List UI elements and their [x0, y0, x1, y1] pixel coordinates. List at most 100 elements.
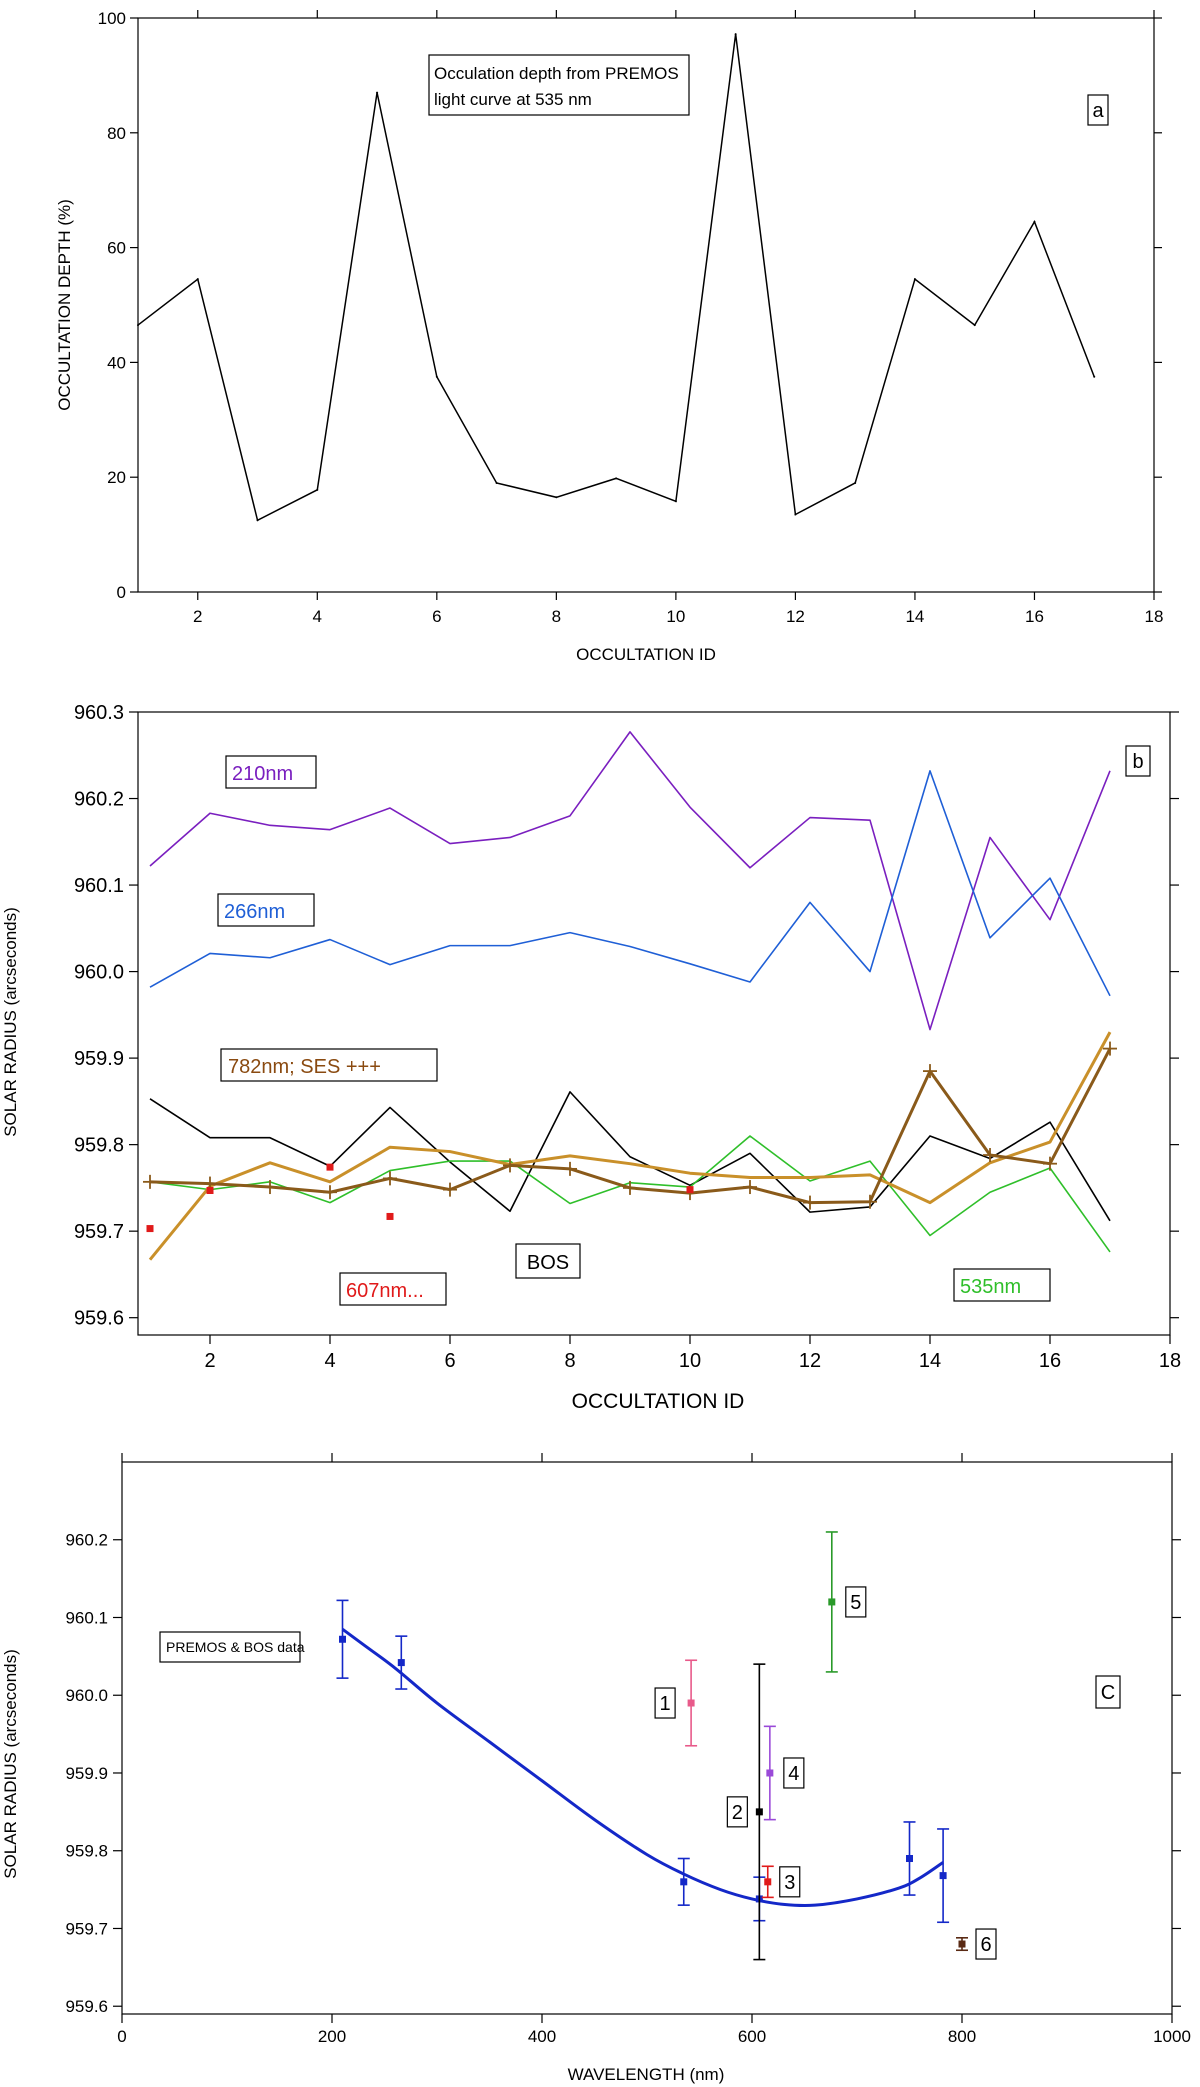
panel-c-labeled-point-1-label: 1 [660, 1693, 671, 1715]
panel-c-x-tick-label-4: 800 [948, 2027, 976, 2046]
panel-b-label-607nm-box [339, 1272, 447, 1306]
panel-c-y-tick-label-6: 960.2 [65, 1531, 108, 1550]
panel-b-label-266nm-box [217, 893, 315, 927]
panel-b-y-tick-label-3: 959.9 [74, 1048, 124, 1070]
panel-b-label-782nm-box [220, 1048, 438, 1082]
panel-a-point-13 [854, 481, 857, 484]
panel-b-607nm-point-2 [206, 1186, 214, 1194]
panel-a-point-4 [316, 488, 319, 491]
panel-b-x-tick-label-4: 10 [679, 1350, 701, 1372]
panel-c-y-tick-label-0: 959.6 [65, 1997, 108, 2016]
panel-a-point-2 [196, 278, 199, 281]
panel-c-y-tick-label-5: 960.1 [65, 1608, 108, 1627]
panel-a-y-tick-label-1: 20 [107, 468, 126, 487]
panel-c-labeled-point-4-marker [766, 1769, 774, 1777]
panel-b-label-607nm: 607nm... [339, 1272, 447, 1306]
panel-c-annotation: PREMOS & BOS data [159, 1631, 305, 1663]
panel-b-x-ticks: 2 4 6 8 10 12 14 16 18 [204, 1335, 1181, 1372]
panel-a-x-tick-label-6: 14 [905, 607, 924, 626]
panel-a-annotation-line-2: light curve at 535 nm [434, 90, 592, 109]
panel-b-label: b [1125, 745, 1151, 777]
panel-c-labeled-point-3-label: 3 [784, 1872, 795, 1894]
panel-a-annotation-box [428, 54, 690, 116]
panel-b-label-210nm-box [225, 755, 317, 789]
panel-b-x-tick-label-7: 16 [1039, 1350, 1061, 1372]
panel-b-x-tick-label-8: 18 [1159, 1350, 1181, 1372]
panel-a-point-14 [913, 278, 916, 281]
panel-c-x-ticks: 0 200 400 600 800 1000 [117, 1453, 1191, 2046]
panel-a-x-tick-label-2: 6 [432, 607, 441, 626]
panel-b-y-tick-label-7: 960.3 [74, 702, 124, 724]
panel-c-x-tick-label-5: 1000 [1153, 2027, 1191, 2046]
panel-a-y-tick-label-2: 40 [107, 353, 126, 372]
panel-c-series: 1 2 3 4 5 6 [336, 1531, 997, 1961]
panel-c-x-tick-label-3: 600 [738, 2027, 766, 2046]
panel-c-labeled-point-1-marker [687, 1699, 695, 1707]
panel-c-blue-point-2-marker [397, 1659, 405, 1667]
panel-c-labeled-point-3-marker [764, 1878, 772, 1886]
panel-c-x-tick-label-0: 0 [117, 2027, 126, 2046]
panel-b-label-210nm-text: 210nm [232, 763, 293, 785]
panel-c-label: C [1095, 1675, 1121, 1709]
panel-a-y-ticks: 0 20 40 60 80 100 [98, 9, 1162, 602]
panel-c-y-tick-label-2: 959.8 [65, 1842, 108, 1861]
panel-a-x-tick-label-1: 4 [313, 607, 322, 626]
panel-a-frame [137, 17, 1155, 593]
panel-a-x-tick-label-3: 8 [552, 607, 561, 626]
panel-c-label-text: C [1101, 1682, 1115, 1704]
panel-c-labeled-point-6-label: 6 [980, 1934, 991, 1956]
panel-a-annotation-line-1: Occulation depth from PREMOS [434, 64, 679, 83]
panel-b-x-tick-label-1: 4 [324, 1350, 335, 1372]
panel-b-label-box [1125, 745, 1151, 777]
panel-b-label-782nm-text: 782nm; SES +++ [228, 1056, 381, 1078]
panel-a-point-8 [555, 496, 558, 499]
panel-a-point-3 [256, 519, 259, 522]
panel-c-blue-point-6-marker [939, 1872, 947, 1880]
panel-b-series-bos [149, 1091, 1111, 1222]
panel-c-labeled-point-6-marker [958, 1940, 966, 1948]
panel-b-y-ticks: 959.6 959.7 959.8 959.9 960.0 960.1 960.2 960.3 [74, 702, 1179, 1330]
panel-a-point-1 [137, 324, 139, 327]
panel-b-y-tick-label-2: 959.8 [74, 1135, 124, 1157]
panel-a: 0 20 40 60 80 100 2 4 6 8 10 12 14 16 18 OCCULTATION … [55, 9, 1163, 664]
panel-b-label-782nm: 782nm; SES +++ [220, 1048, 438, 1082]
panel-a-x-tick-label-5: 12 [786, 607, 805, 626]
panel-a-x-tick-label-7: 16 [1025, 607, 1044, 626]
panel-a-point-17 [1093, 375, 1096, 378]
panel-c-labeled-point-1-label-box [654, 1687, 676, 1719]
panel-c-x-axis-title: WAVELENGTH (nm) [568, 2065, 725, 2084]
panel-a-x-tick-label-8: 18 [1145, 607, 1164, 626]
panel-b-y-tick-label-4: 960.0 [74, 962, 124, 984]
panel-a-y-tick-label-0: 0 [117, 583, 126, 602]
panel-c-labeled-point-4-label: 4 [788, 1763, 799, 1785]
panel-b-series-782nm [148, 1031, 1112, 1261]
panel-a-point-6 [435, 375, 438, 378]
panel-a-point-11 [734, 33, 737, 36]
panel-c-labeled-point-2-label: 2 [732, 1802, 743, 1824]
panel-c-y-tick-label-4: 960.0 [65, 1686, 108, 1705]
panel-b-y-tick-label-5: 960.1 [74, 875, 124, 897]
panel-b-y-tick-label-1: 959.7 [74, 1221, 124, 1243]
panel-a-label: a [1087, 94, 1109, 126]
panel-c-annotation-box [159, 1631, 301, 1663]
panel-c-y-axis-title: SOLAR RADIUS (arcseconds) [1, 1649, 20, 1879]
panel-b-y-axis-title: SOLAR RADIUS (arcseconds) [1, 907, 20, 1137]
panel-a-x-axis-title: OCCULTATION ID [576, 645, 716, 664]
panel-b-label-bos: BOS [515, 1243, 581, 1279]
panel-b-label-607nm-text: 607nm... [346, 1280, 424, 1302]
panel-a-x-tick-label-4: 10 [666, 607, 685, 626]
panel-b-607nm-point-1 [146, 1225, 154, 1233]
panel-c-labeled-point-5-marker [828, 1598, 836, 1606]
panel-b-label-535nm: 535nm [953, 1268, 1051, 1302]
panel-c-labeled-point-5-label: 5 [850, 1592, 861, 1614]
panel-b-label-210nm: 210nm [225, 755, 317, 789]
panel-b-label-535nm-box [953, 1268, 1051, 1302]
panel-b-x-axis-title: OCCULTATION ID [572, 1390, 745, 1413]
panel-b-607nm-point-4 [386, 1212, 394, 1220]
panel-b-x-tick-label-3: 8 [564, 1350, 575, 1372]
panel-a-point-16 [1033, 220, 1036, 223]
panel-b-label-535nm-text: 535nm [960, 1276, 1021, 1298]
panel-b-607nm-point-3 [326, 1163, 334, 1171]
panel-c-fit-curve [341, 1627, 944, 1908]
